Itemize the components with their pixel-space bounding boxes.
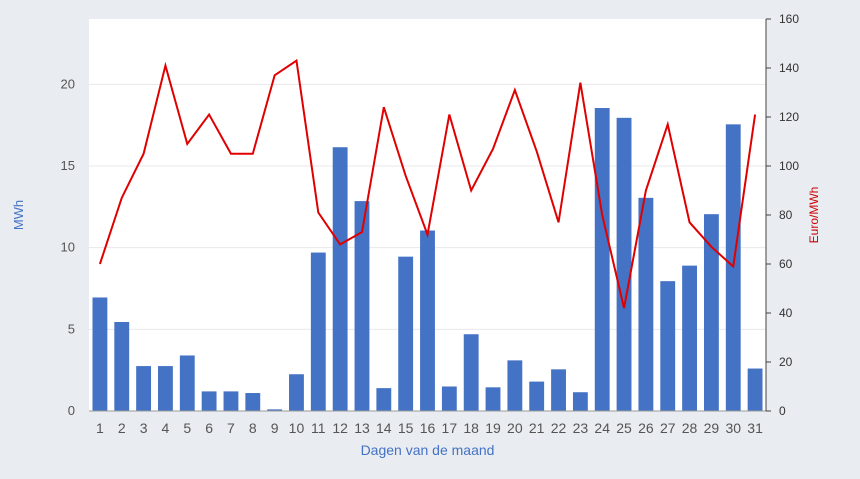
x-tick-label: 9	[271, 420, 279, 436]
x-tick-label: 15	[398, 420, 414, 436]
x-tick-label: 20	[507, 420, 523, 436]
y-left-tick-label: 0	[68, 403, 75, 418]
x-tick-label: 1	[96, 420, 104, 436]
x-tick-label: 17	[442, 420, 458, 436]
bar	[441, 386, 457, 411]
x-tick-label: 24	[594, 420, 610, 436]
bar	[114, 321, 130, 411]
x-tick-label: 5	[183, 420, 191, 436]
x-tick-label: 19	[485, 420, 501, 436]
line-series	[98, 58, 757, 309]
x-tick-label: 21	[529, 420, 545, 436]
x-tick-label: 10	[289, 420, 305, 436]
y-right-tick-label: 80	[779, 208, 793, 222]
x-tick-label: 7	[227, 420, 235, 436]
x-tick-label: 30	[725, 420, 741, 436]
x-tick-label: 31	[747, 420, 763, 436]
bar	[136, 366, 152, 411]
bar	[179, 355, 195, 411]
x-tick-label: 3	[140, 420, 148, 436]
x-axis-label: Dagen van de maand	[361, 442, 495, 458]
bar	[420, 230, 435, 411]
bar	[201, 391, 217, 411]
x-tick-label: 8	[249, 420, 257, 436]
bar	[507, 360, 523, 411]
bar	[332, 147, 348, 411]
x-tick-label: 18	[463, 420, 479, 436]
x-tick-label: 13	[354, 420, 370, 436]
bar	[267, 409, 283, 411]
y-axis-right-label: Euro/MWh	[807, 187, 821, 244]
x-tick-label: 28	[682, 420, 698, 436]
x-tick-label: 4	[162, 420, 170, 436]
bar	[245, 393, 261, 411]
bar	[529, 381, 545, 411]
y-left-tick-label: 10	[61, 240, 75, 255]
bar	[354, 201, 370, 411]
bar	[92, 297, 108, 411]
bar	[463, 334, 479, 411]
bar	[158, 366, 173, 411]
x-tick-label: 14	[376, 420, 392, 436]
bar	[747, 368, 763, 411]
bar	[703, 214, 719, 411]
y-right-tick-label: 20	[779, 355, 793, 369]
y-right-tick-label: 60	[779, 257, 793, 271]
x-tick-label: 29	[704, 420, 720, 436]
y-left-tick-label: 5	[68, 321, 75, 336]
y-right-tick-label: 140	[779, 61, 799, 75]
y-right-tick-label: 0	[779, 404, 786, 418]
bar	[616, 117, 632, 411]
bar	[660, 281, 676, 411]
bar	[638, 197, 654, 411]
x-tick-label: 27	[660, 420, 676, 436]
x-tick-label: 6	[205, 420, 213, 436]
x-tick-label: 25	[616, 420, 632, 436]
bar	[289, 374, 304, 411]
y-left-tick-label: 15	[61, 158, 75, 173]
price-line	[98, 58, 757, 309]
y-right-tick-label: 100	[779, 159, 799, 173]
y-left-tick-label: 20	[61, 76, 75, 91]
y-right-tick-label: 40	[779, 306, 793, 320]
x-tick-label: 26	[638, 420, 654, 436]
bar	[310, 252, 326, 411]
y-right-tick-label: 120	[779, 110, 799, 124]
bar	[485, 387, 501, 411]
y-axis-left-label: MWh	[11, 200, 26, 230]
x-tick-label: 22	[551, 420, 567, 436]
bar	[682, 265, 697, 411]
bar-series	[92, 108, 763, 412]
x-tick-label: 12	[332, 420, 348, 436]
x-tick-label: 23	[573, 420, 589, 436]
x-tick-label: 2	[118, 420, 126, 436]
bar	[572, 392, 588, 411]
bar	[376, 388, 392, 411]
bar	[594, 108, 610, 412]
y-right-tick-label: 160	[779, 12, 799, 26]
bar	[223, 391, 239, 411]
bar	[398, 256, 414, 411]
bar	[551, 369, 566, 411]
x-tick-label: 16	[420, 420, 436, 436]
x-tick-label: 11	[311, 420, 326, 436]
